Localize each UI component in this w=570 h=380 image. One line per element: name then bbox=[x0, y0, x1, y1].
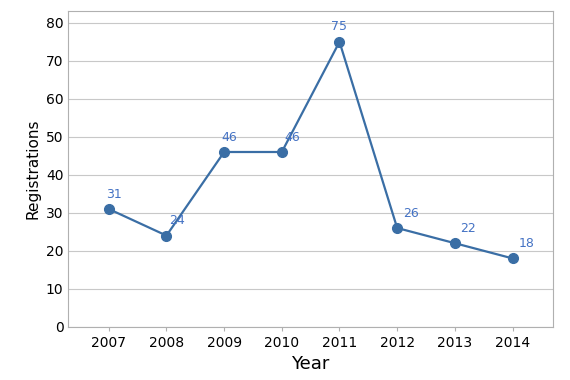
Text: 18: 18 bbox=[518, 237, 534, 250]
X-axis label: Year: Year bbox=[291, 355, 330, 374]
Text: 22: 22 bbox=[461, 222, 477, 235]
Text: 24: 24 bbox=[169, 214, 185, 227]
Text: 26: 26 bbox=[403, 207, 419, 220]
Text: 31: 31 bbox=[106, 188, 121, 201]
Y-axis label: Registrations: Registrations bbox=[25, 119, 40, 219]
Text: 75: 75 bbox=[332, 21, 348, 33]
Text: 46: 46 bbox=[284, 131, 300, 144]
Text: 46: 46 bbox=[221, 131, 237, 144]
